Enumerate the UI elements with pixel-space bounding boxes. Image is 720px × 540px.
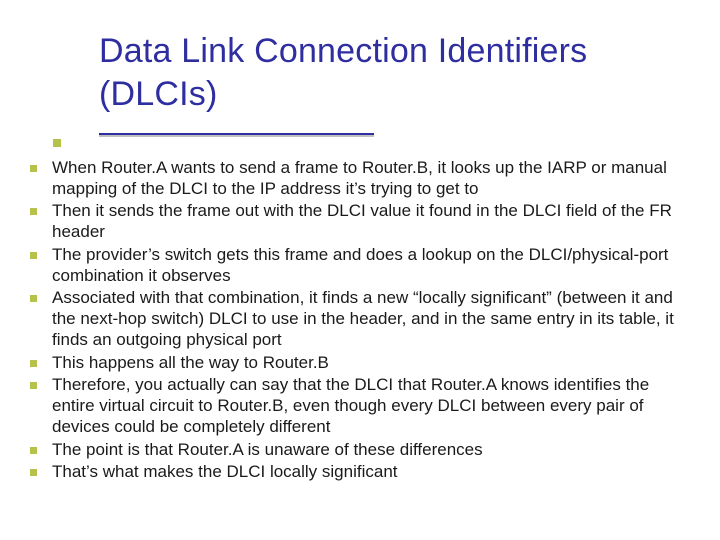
list-item-text: That’s what makes the DLCI locally signi… [52, 462, 398, 481]
list-item: Then it sends the frame out with the DLC… [28, 201, 696, 242]
list-item-text: Therefore, you actually can say that the… [52, 375, 649, 435]
slide: Data Link Connection Identifiers (DLCIs)… [0, 0, 720, 540]
list-item: The provider’s switch gets this frame an… [28, 245, 696, 286]
body-content: When Router.A wants to send a frame to R… [28, 158, 696, 485]
list-item: When Router.A wants to send a frame to R… [28, 158, 696, 199]
list-item: Associated with that combination, it fin… [28, 288, 696, 350]
list-item-text: This happens all the way to Router.B [52, 353, 329, 372]
list-item-text: Then it sends the frame out with the DLC… [52, 201, 672, 241]
bullet-list: When Router.A wants to send a frame to R… [28, 158, 696, 483]
list-item: That’s what makes the DLCI locally signi… [28, 462, 696, 483]
list-item-text: Associated with that combination, it fin… [52, 288, 674, 348]
list-item-text: When Router.A wants to send a frame to R… [52, 158, 667, 198]
title-block: Data Link Connection Identifiers (DLCIs) [99, 30, 690, 115]
list-item: The point is that Router.A is unaware of… [28, 440, 696, 461]
list-item-text: The provider’s switch gets this frame an… [52, 245, 668, 285]
page-title: Data Link Connection Identifiers (DLCIs) [99, 30, 690, 115]
list-item-text: The point is that Router.A is unaware of… [52, 440, 483, 459]
title-underline-shadow [99, 135, 374, 137]
accent-square-icon [53, 139, 61, 147]
list-item: This happens all the way to Router.B [28, 353, 696, 374]
list-item: Therefore, you actually can say that the… [28, 375, 696, 437]
